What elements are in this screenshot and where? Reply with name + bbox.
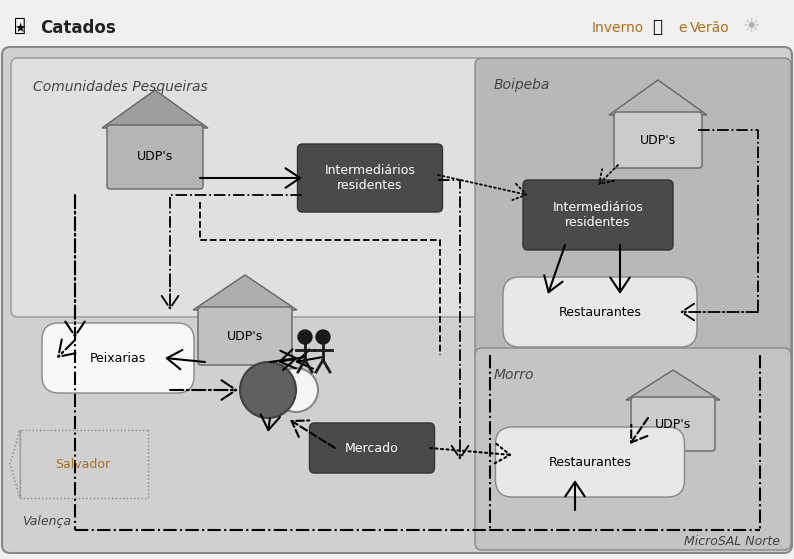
Text: MicroSAL Norte: MicroSAL Norte xyxy=(684,535,780,548)
FancyBboxPatch shape xyxy=(198,307,292,365)
Text: Inverno: Inverno xyxy=(592,21,644,35)
FancyBboxPatch shape xyxy=(310,423,434,473)
Text: UDP's: UDP's xyxy=(640,134,676,146)
FancyBboxPatch shape xyxy=(42,323,194,393)
Text: Restaurantes: Restaurantes xyxy=(549,456,631,468)
Text: Intermediários
residentes: Intermediários residentes xyxy=(553,201,643,229)
Text: Mercado: Mercado xyxy=(345,442,399,454)
FancyBboxPatch shape xyxy=(523,180,673,250)
Polygon shape xyxy=(609,80,707,115)
Text: 🦂: 🦂 xyxy=(14,16,25,35)
Text: UDP's: UDP's xyxy=(655,418,691,430)
FancyBboxPatch shape xyxy=(475,348,791,550)
Circle shape xyxy=(240,362,296,418)
Text: ★: ★ xyxy=(14,21,25,35)
Text: Comunidades Pesqueiras: Comunidades Pesqueiras xyxy=(33,80,208,94)
Polygon shape xyxy=(193,275,297,310)
Text: Peixarias: Peixarias xyxy=(90,352,146,364)
Text: Intermediários
residentes: Intermediários residentes xyxy=(325,164,415,192)
Text: e: e xyxy=(678,21,687,35)
Polygon shape xyxy=(626,370,720,400)
Text: Catados: Catados xyxy=(40,19,116,37)
FancyBboxPatch shape xyxy=(2,47,792,553)
Text: 🌧: 🌧 xyxy=(652,18,662,36)
Text: UDP's: UDP's xyxy=(137,150,173,163)
FancyBboxPatch shape xyxy=(503,277,697,347)
Text: Restaurantes: Restaurantes xyxy=(558,306,642,319)
Circle shape xyxy=(274,368,318,412)
Circle shape xyxy=(316,330,330,344)
FancyBboxPatch shape xyxy=(614,112,702,168)
Polygon shape xyxy=(102,90,208,128)
FancyBboxPatch shape xyxy=(631,397,715,451)
Text: Boipeba: Boipeba xyxy=(494,78,550,92)
Circle shape xyxy=(298,330,312,344)
Text: Valença: Valença xyxy=(22,515,71,528)
Text: Verão: Verão xyxy=(690,21,730,35)
Text: UDP's: UDP's xyxy=(227,329,263,343)
Text: Salvador: Salvador xyxy=(56,457,110,471)
FancyBboxPatch shape xyxy=(475,58,791,359)
FancyBboxPatch shape xyxy=(107,125,203,189)
FancyBboxPatch shape xyxy=(495,427,684,497)
FancyBboxPatch shape xyxy=(298,144,442,212)
Text: Morro: Morro xyxy=(494,368,534,382)
FancyBboxPatch shape xyxy=(11,58,485,317)
Text: ☀: ☀ xyxy=(742,17,760,36)
